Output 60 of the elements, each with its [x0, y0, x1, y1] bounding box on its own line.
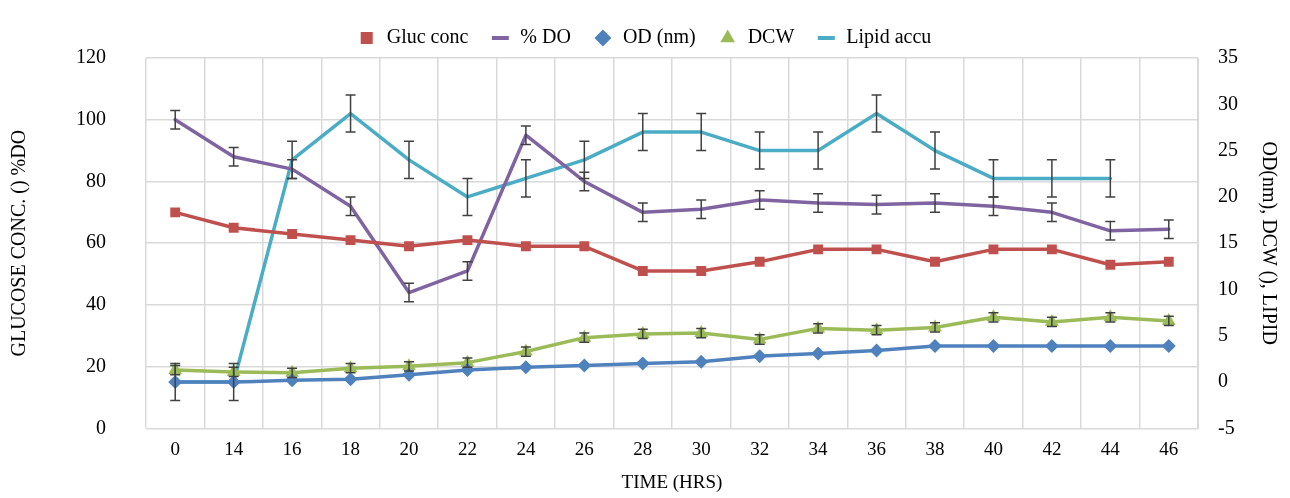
- y2-tick-label: 15: [1218, 230, 1238, 253]
- point: [637, 266, 648, 276]
- point: [813, 244, 824, 255]
- y2-tick-label: 5: [1218, 323, 1228, 346]
- x-tick-label: 14: [224, 437, 244, 459]
- x-tick-label: 22: [457, 437, 477, 459]
- legend-label: Gluc conc: [386, 25, 469, 48]
- point: [1046, 244, 1057, 255]
- x-tick-label: 16: [282, 437, 302, 459]
- legend-label: DCW: [747, 25, 795, 48]
- y2-tick-label: 0: [1218, 369, 1228, 392]
- y2-tick-label: 20: [1218, 184, 1238, 207]
- x-tick-label: 42: [1042, 437, 1062, 459]
- x-tick-label: 36: [867, 437, 887, 459]
- point: [696, 266, 707, 276]
- point: [345, 235, 356, 246]
- x-tick-label: 24: [516, 437, 536, 459]
- point: [871, 244, 882, 255]
- point: [170, 207, 181, 218]
- x-tick-label: 34: [808, 437, 829, 459]
- y-tick-label: 120: [76, 45, 106, 68]
- x-tick-label: 20: [399, 437, 419, 459]
- point: [930, 256, 940, 267]
- point: [1105, 259, 1116, 270]
- y2-tick-label: -5: [1218, 415, 1235, 438]
- y2-tick-label: 35: [1218, 45, 1238, 68]
- point: [462, 235, 473, 246]
- legend-label: OD (nm): [622, 25, 696, 49]
- y-tick-label: 80: [86, 168, 106, 191]
- y-tick-label: 60: [86, 230, 106, 253]
- point: [287, 228, 298, 239]
- point: [228, 222, 239, 233]
- point: [988, 244, 999, 255]
- y2-tick-label: 30: [1218, 91, 1238, 114]
- x-tick-label: 46: [1159, 437, 1179, 459]
- y2-tick-label: 25: [1218, 137, 1238, 160]
- x-tick-label: 40: [983, 437, 1003, 459]
- x-tick-label: 0: [170, 437, 180, 459]
- legend-label: Lipid accu: [846, 25, 932, 49]
- point: [754, 256, 765, 267]
- y-tick-label: 100: [76, 106, 106, 129]
- legend-label: % DO: [520, 25, 571, 48]
- x-tick-label: 38: [925, 437, 945, 459]
- y-axis-title: GLUCOSE CONC. () %DO: [7, 129, 31, 357]
- point: [1163, 256, 1174, 267]
- point: [520, 241, 531, 252]
- x-tick-label: 28: [633, 437, 653, 459]
- x-tick-label: 26: [574, 437, 594, 459]
- x-tick-label: 30: [691, 437, 711, 459]
- x-tick-label: 44: [1100, 437, 1121, 459]
- y2-axis-title: OD(nm), DCW (), LIPID: [1257, 141, 1281, 345]
- point: [404, 241, 414, 252]
- x-axis-title: TIME (HRS): [621, 470, 723, 493]
- y-tick-label: 40: [86, 292, 106, 315]
- point: [579, 241, 590, 252]
- x-tick-label: 32: [750, 437, 770, 459]
- y-tick-label: 0: [96, 415, 106, 438]
- y2-tick-label: 10: [1218, 276, 1238, 299]
- x-tick-label: 18: [341, 437, 361, 459]
- y-tick-label: 20: [86, 353, 106, 376]
